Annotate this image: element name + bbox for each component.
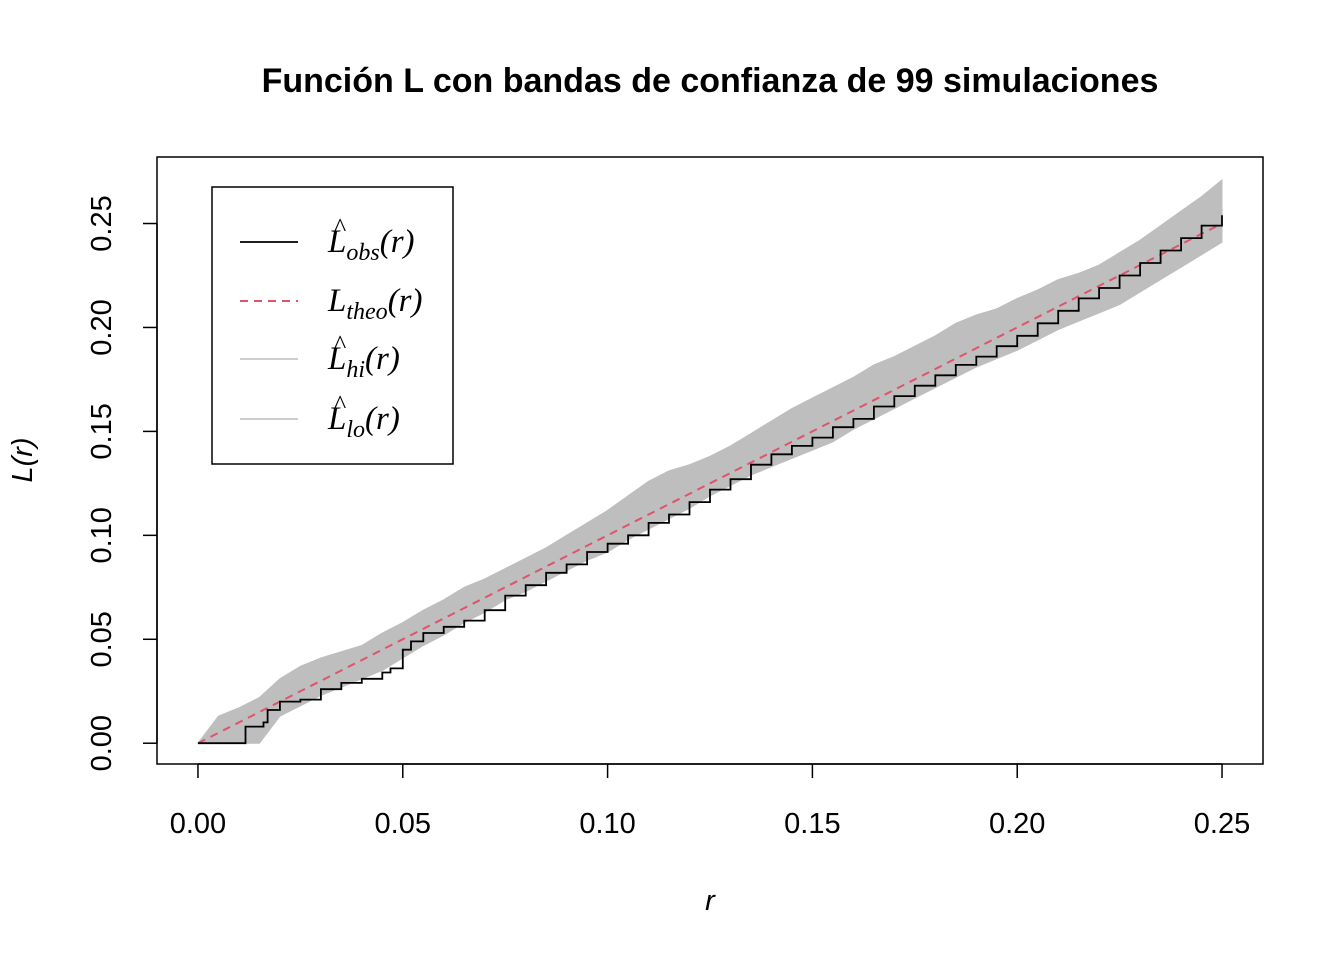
legend-label: Ltheo(r) [327,283,423,325]
x-tick-label: 0.25 [1194,808,1250,840]
x-tick-label: 0.00 [170,808,226,840]
x-tick-label: 0.10 [579,808,635,840]
y-tick-label: 0.25 [86,195,118,251]
series-theo-line [197,222,1223,745]
y-tick-label: 0.10 [86,507,118,563]
y-axis: 0.00 0.05 0.10 0.15 0.20 0.25 [86,195,158,771]
chart-title: Función L con bandas de confianza de 99 … [262,62,1159,100]
legend-item-lo: Llo(r)^ [240,390,400,443]
legend-hat: ^ [334,330,346,359]
legend-label: Llo(r) [327,401,400,443]
y-axis-label: L(r) [7,437,39,482]
legend-item-obs: Lobs(r)^ [240,213,415,266]
x-tick-label: 0.15 [784,808,840,840]
y-tick-label: 0.20 [86,299,118,355]
series-obs-line [198,215,1223,745]
legend-box [211,186,454,465]
x-axis: 0.00 0.05 0.10 0.15 0.20 0.25 [170,763,1250,840]
legend-label: Lobs(r) [327,224,415,266]
legend: Lobs(r)^Ltheo(r)Lhi(r)^Llo(r)^ [211,186,454,465]
y-tick-label: 0.05 [86,611,118,667]
plot-area [196,178,1223,745]
y-tick-label: 0.00 [86,715,118,771]
x-axis-label: r [705,885,716,917]
x-tick-label: 0.05 [375,808,431,840]
x-tick-label: 0.20 [989,808,1045,840]
legend-item-hi: Lhi(r)^ [240,330,400,383]
legend-hat: ^ [334,213,346,242]
legend-label: Lhi(r) [327,341,400,383]
y-tick-label: 0.15 [86,403,118,459]
legend-hat: ^ [334,390,346,419]
legend-item-theo: Ltheo(r) [240,283,423,325]
confidence-band [196,178,1223,744]
